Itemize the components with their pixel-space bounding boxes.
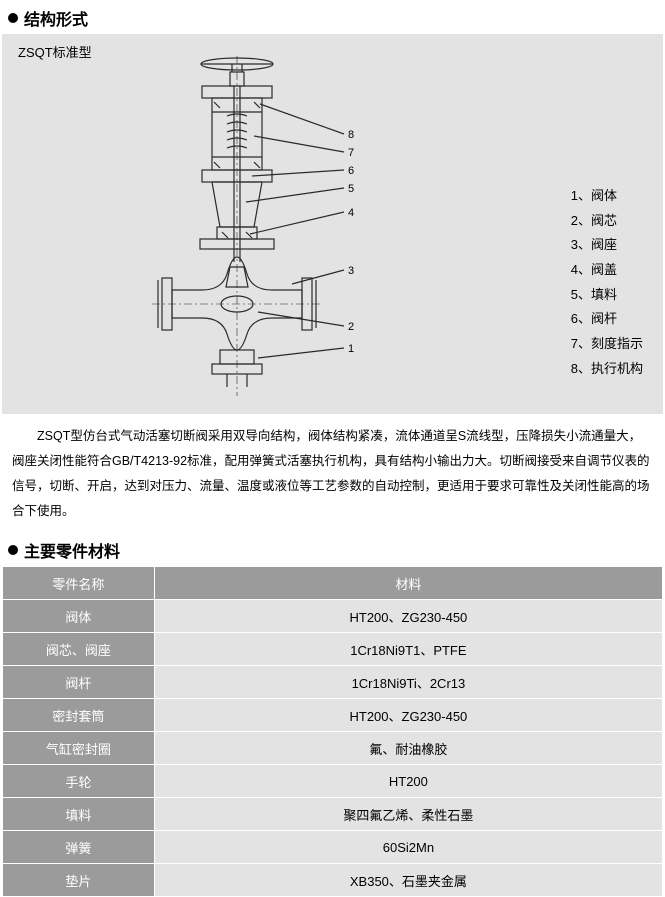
leader-5: 5 [348,183,354,195]
material: HT200、ZG230-450 [154,600,662,633]
callout-item: 3、阀座 [571,233,643,258]
section-header-structure: 结构形式 [0,0,665,34]
material: 1Cr18Ni9T1、PTFE [154,633,662,666]
col-part-name: 零件名称 [3,567,155,600]
material: 60Si2Mn [154,831,662,864]
material: HT200 [154,765,662,798]
bullet-icon [8,545,18,555]
bullet-icon [8,13,18,23]
part-name: 填料 [3,798,155,831]
part-name: 垫片 [3,864,155,897]
leader-6: 6 [348,165,354,177]
section-header-materials: 主要零件材料 [0,532,665,566]
section-title-1: 结构形式 [24,6,88,30]
material: 聚四氟乙烯、柔性石墨 [154,798,662,831]
material: 1Cr18Ni9Ti、2Cr13 [154,666,662,699]
table-row: 手轮 HT200 [3,765,663,798]
part-name: 气缸密封圈 [3,732,155,765]
model-label: ZSQT标准型 [18,42,92,61]
leader-4: 4 [348,207,354,219]
table-header-row: 零件名称 材料 [3,567,663,600]
part-name: 密封套筒 [3,699,155,732]
materials-table-wrap: 零件名称 材料 阀体 HT200、ZG230-450 阀芯、阀座 1Cr18Ni… [0,566,665,897]
table-row: 垫片 XB350、石墨夹金属 [3,864,663,897]
leader-1: 1 [348,343,354,355]
materials-table: 零件名称 材料 阀体 HT200、ZG230-450 阀芯、阀座 1Cr18Ni… [2,566,663,897]
part-name: 阀体 [3,600,155,633]
callout-item: 1、阀体 [571,184,643,209]
part-name: 手轮 [3,765,155,798]
part-name: 弹簧 [3,831,155,864]
callout-item: 8、执行机构 [571,357,643,382]
callout-item: 6、阀杆 [571,307,643,332]
material: 氟、耐油橡胶 [154,732,662,765]
table-row: 密封套筒 HT200、ZG230-450 [3,699,663,732]
leader-8: 8 [348,129,354,141]
table-row: 气缸密封圈 氟、耐油橡胶 [3,732,663,765]
leader-7: 7 [348,147,354,159]
callout-legend: 1、阀体 2、阀芯 3、阀座 4、阀盖 5、填料 6、阀杆 7、刻度指示 8、执… [571,184,643,382]
diagram-panel: ZSQT标准型 [2,34,663,414]
material: XB350、石墨夹金属 [154,864,662,897]
col-material: 材料 [154,567,662,600]
table-row: 填料 聚四氟乙烯、柔性石墨 [3,798,663,831]
section-title-2: 主要零件材料 [24,538,120,562]
callout-item: 2、阀芯 [571,209,643,234]
callout-item: 5、填料 [571,283,643,308]
description-paragraph: ZSQT型仿台式气动活塞切断阀采用双导向结构，阀体结构紧凑，流体通道呈S流线型，… [0,414,665,532]
part-name: 阀杆 [3,666,155,699]
leader-3: 3 [348,265,354,277]
material: HT200、ZG230-450 [154,699,662,732]
callout-item: 4、阀盖 [571,258,643,283]
table-row: 阀杆 1Cr18Ni9Ti、2Cr13 [3,666,663,699]
leader-2: 2 [348,321,354,333]
valve-diagram: 8 7 6 5 4 3 2 1 [142,52,402,407]
part-name: 阀芯、阀座 [3,633,155,666]
table-row: 阀体 HT200、ZG230-450 [3,600,663,633]
table-row: 阀芯、阀座 1Cr18Ni9T1、PTFE [3,633,663,666]
callout-item: 7、刻度指示 [571,332,643,357]
table-row: 弹簧 60Si2Mn [3,831,663,864]
